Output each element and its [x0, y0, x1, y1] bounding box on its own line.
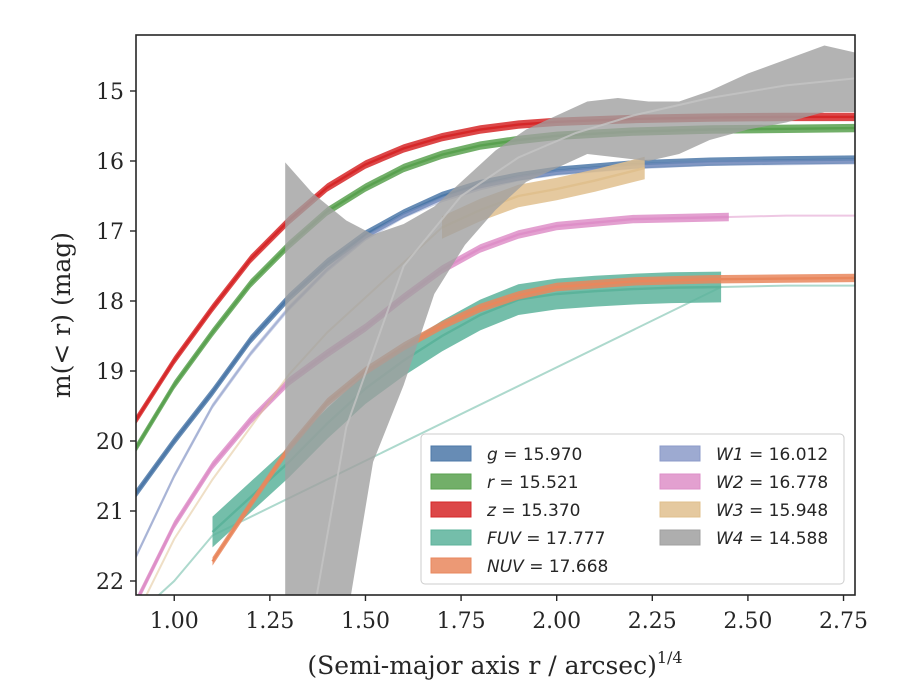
legend-item-r: r = 15.521: [430, 473, 579, 493]
x-tick-label: 1.00: [150, 609, 199, 634]
legend-item-nuv: NUV = 17.668: [430, 557, 608, 577]
legend-item-w2: W2 = 16.778: [659, 473, 828, 493]
x-tick-label: 2.25: [628, 609, 677, 634]
series-w4: [285, 45, 855, 595]
legend-items: g = 15.970 r = 15.521 z = 15.370 FUV = 17.7…: [430, 445, 828, 577]
legend-item-w1: W1 = 16.012: [659, 445, 828, 465]
series-w3-band: [442, 156, 645, 239]
y-axis-label: m(< r) (mag): [47, 232, 76, 398]
legend-swatch: [430, 501, 472, 518]
x-axis-label-text: (Semi-major axis r / arcsec): [307, 651, 656, 680]
series-w2-extension: [728, 214, 855, 218]
y-tick-label: 22: [96, 570, 124, 595]
legend-item-w4: W4 = 14.588: [659, 529, 828, 549]
legend-item-z: z = 15.370: [430, 501, 580, 521]
plot-frame: [135, 34, 856, 596]
series-w1-line: [136, 160, 855, 557]
legend-label: W3 = 15.948: [716, 501, 828, 521]
y-tick-label: 19: [96, 360, 124, 385]
x-tick-label: 1.50: [341, 609, 390, 634]
legend-label: r = 15.521: [487, 473, 579, 493]
series-fuv-band: [212, 271, 722, 548]
legend-swatch: [430, 529, 472, 546]
legend-label: W2 = 16.778: [716, 473, 828, 493]
x-axis-label: (Semi-major axis r / arcsec)1/4: [307, 648, 682, 680]
x-tick-label: 2.75: [819, 609, 868, 634]
y-tick-label: 16: [96, 150, 124, 175]
legend-swatch: [430, 445, 472, 462]
y-tick-label: 17: [96, 220, 124, 245]
series-w4-band: [285, 45, 855, 595]
legend-swatch: [430, 557, 472, 574]
legend-swatch: [659, 445, 701, 462]
legend-swatch: [659, 473, 701, 490]
x-axis-label-exponent: 1/4: [657, 648, 683, 667]
y-tick-label: 21: [96, 500, 124, 525]
series-g-line: [136, 158, 855, 495]
y-tick-label: 15: [96, 80, 124, 105]
series-w1: [136, 158, 855, 560]
legend-swatch: [659, 529, 701, 546]
x-axis-ticks: 1.00 1.25 1.50 1.75 2.00 2.25 2.50 2.75: [150, 595, 868, 634]
legend-swatch: [659, 501, 701, 518]
x-tick-label: 2.00: [532, 609, 581, 634]
legend: g = 15.970 r = 15.521 z = 15.370 FUV = 17.7…: [420, 433, 845, 585]
legend-item-g: g = 15.970: [430, 445, 582, 465]
legend-box: [420, 433, 845, 585]
series-w4-line: [315, 77, 855, 595]
series-g: [136, 155, 855, 498]
legend-item-fuv: FUV = 17.777: [430, 529, 605, 549]
legend-label: NUV = 17.668: [487, 557, 608, 577]
x-tick-label: 2.50: [723, 609, 772, 634]
x-tick-label: 1.25: [245, 609, 294, 634]
series-fuv-extension: [157, 284, 855, 595]
legend-swatch: [430, 473, 472, 490]
legend-label: z = 15.370: [486, 501, 580, 521]
x-tick-label: 1.75: [437, 609, 486, 634]
legend-label: W1 = 16.012: [716, 445, 828, 465]
legend-label: FUV = 17.777: [487, 529, 605, 549]
legend-item-w3: W3 = 15.948: [659, 501, 828, 521]
y-axis-ticks: 15 16 17 18 19 20 21 22: [96, 80, 136, 595]
legend-label: g = 15.970: [487, 445, 582, 465]
series-layer: [136, 45, 855, 595]
y-tick-label: 20: [96, 430, 124, 455]
legend-label: W4 = 14.588: [716, 529, 828, 549]
plot-area: [135, 34, 856, 596]
y-tick-label: 18: [96, 290, 124, 315]
